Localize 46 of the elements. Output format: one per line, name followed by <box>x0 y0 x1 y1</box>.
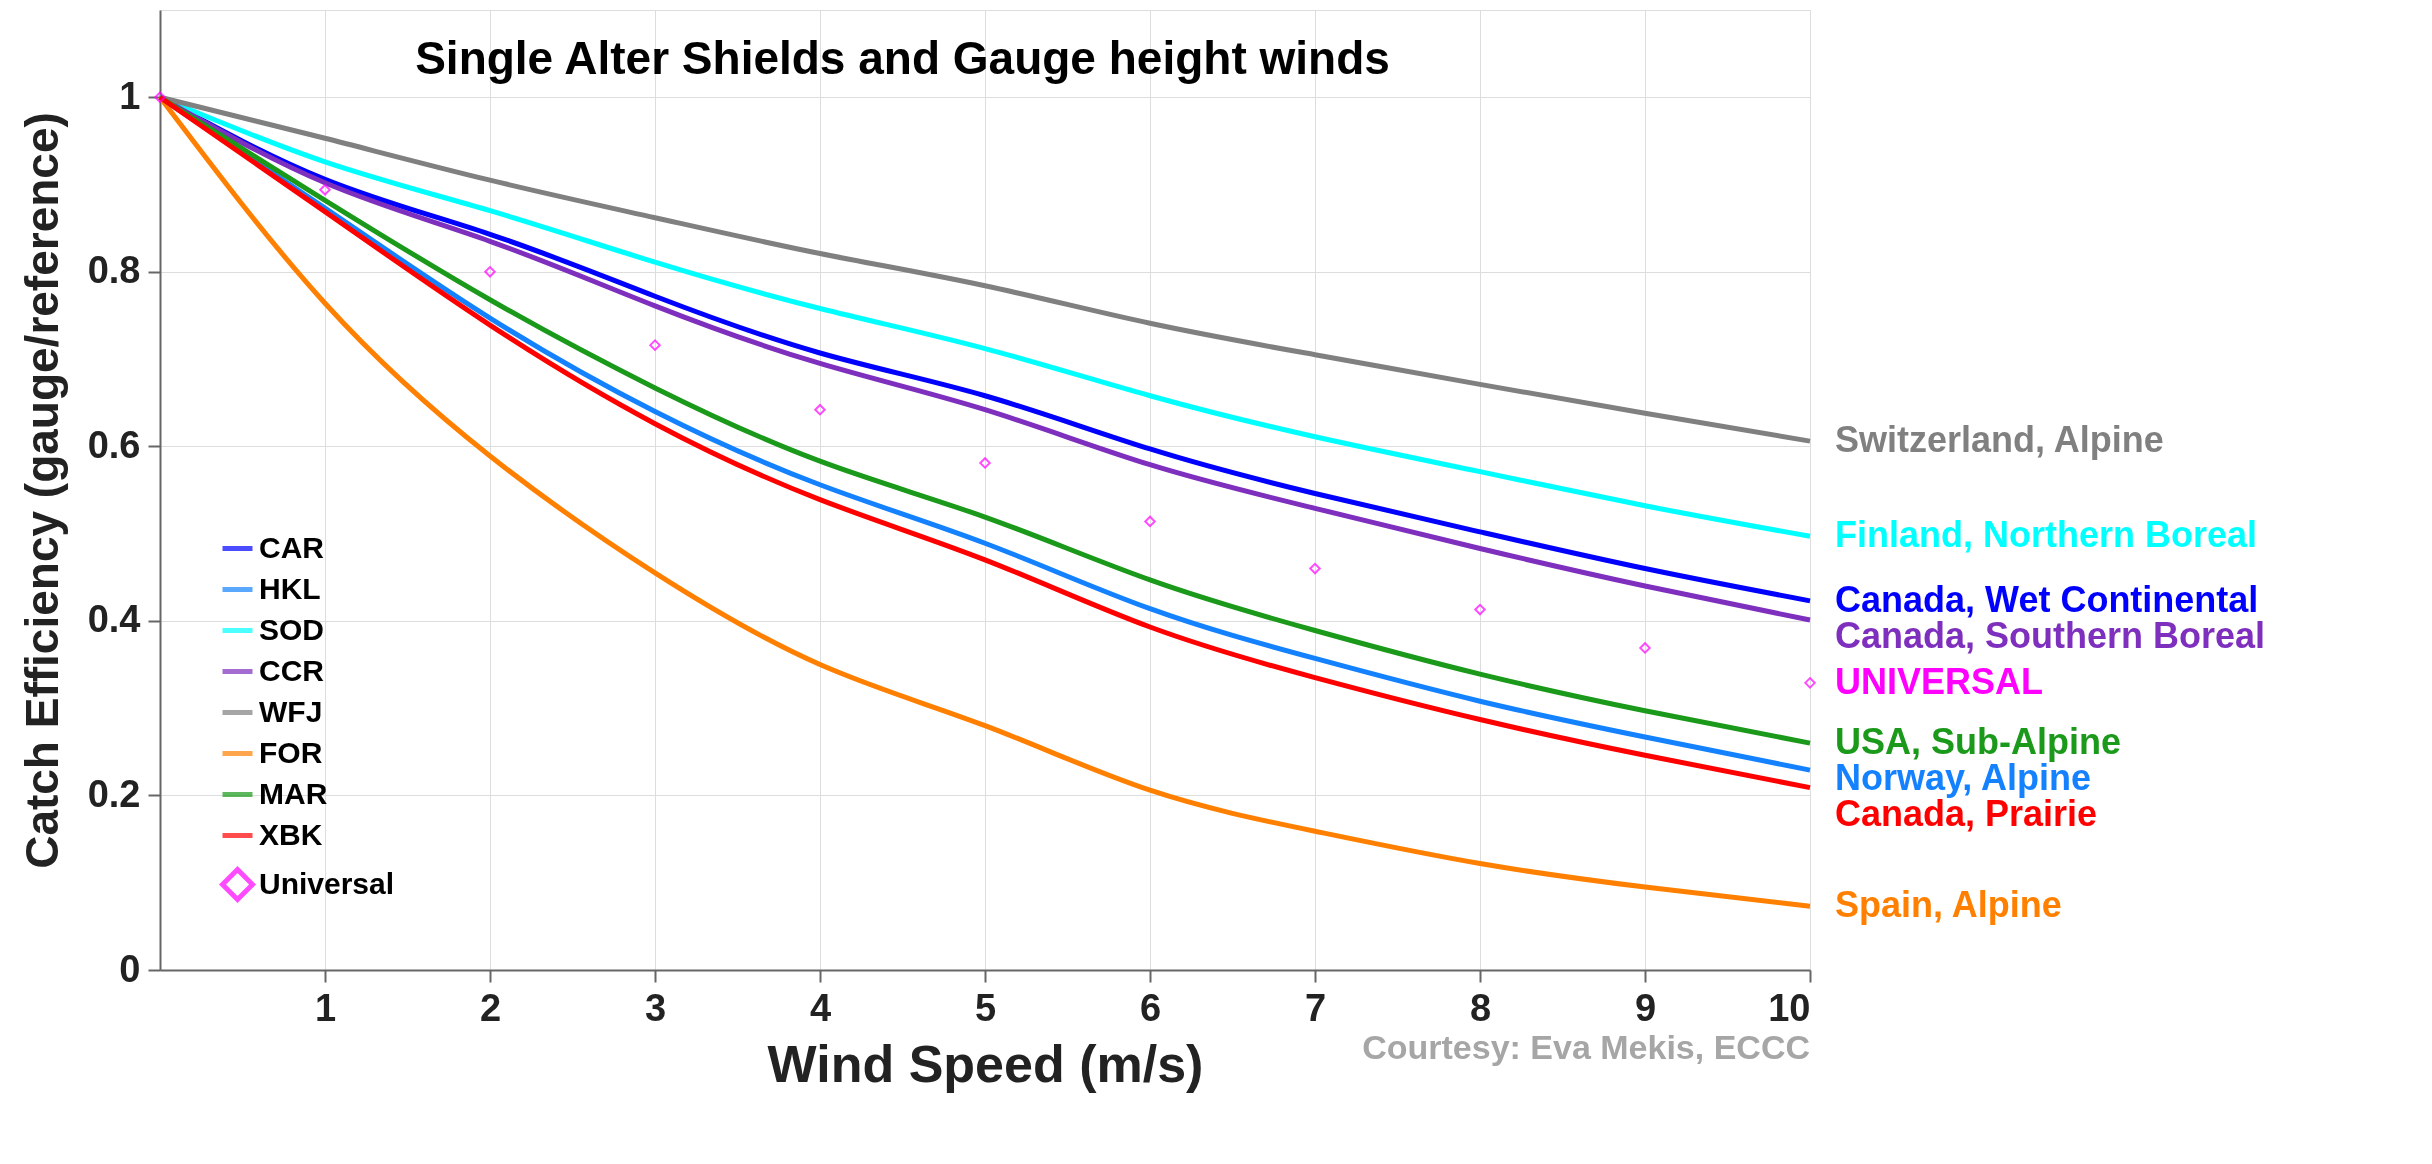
y-tick-label: 0.2 <box>87 772 141 815</box>
legend-label: CCR <box>259 653 325 687</box>
y-tick-label: 0.8 <box>87 249 141 292</box>
text: Canada, Wet Continental <box>1835 578 2259 620</box>
legend-label: SOD <box>259 612 325 646</box>
text: USA, Sub-Alpine <box>1835 721 2121 763</box>
x-tick-label: 6 <box>1139 986 1162 1029</box>
x-tick-label: 1 <box>314 986 337 1029</box>
point <box>154 91 166 104</box>
text: Switzerland, Alpine <box>1835 419 2164 461</box>
legend-label: MAR <box>259 776 328 810</box>
x-tick-label: 9 <box>1634 986 1657 1029</box>
y-tick-label: 0.4 <box>87 598 141 641</box>
point <box>979 457 991 469</box>
legend-label: CAR <box>259 530 325 564</box>
text: Spain, Alpine <box>1835 884 2062 926</box>
text: Courtesy: Eva Mekis, ECCC <box>1362 1028 1810 1066</box>
point <box>1804 677 1816 689</box>
legend-label: FOR <box>259 735 323 769</box>
legend-label: XBK <box>259 817 323 851</box>
legend-label: Universal <box>259 866 395 900</box>
point <box>319 184 331 196</box>
point <box>649 339 661 351</box>
text: Single Alter Shields and Gauge height winds <box>415 32 1390 84</box>
x-tick-label: 10 <box>1768 986 1811 1029</box>
point <box>814 403 826 416</box>
point <box>1639 642 1651 654</box>
y-tick-label: 0.6 <box>87 423 141 466</box>
y-axis-title: Catch Efficiency (gauge/reference) <box>15 112 68 869</box>
point <box>1144 515 1156 528</box>
x-tick-label: 3 <box>644 986 667 1029</box>
y-tick-label: 0 <box>119 947 141 990</box>
x-axis-title: Wind Speed (m/s) <box>767 1034 1204 1093</box>
text: UNIVERSAL <box>1835 660 2044 702</box>
x-tick-label: 5 <box>974 986 997 1029</box>
text: Finland, Northern Boreal <box>1835 514 2258 556</box>
x-tick-label: 7 <box>1304 986 1327 1029</box>
point <box>1309 562 1321 575</box>
legend-label: HKL <box>259 571 321 605</box>
y-tick-label: 1 <box>119 74 141 117</box>
legend-label: WFJ <box>259 694 323 728</box>
x-tick-label: 2 <box>479 986 502 1029</box>
point <box>1474 603 1486 616</box>
point <box>484 266 496 278</box>
x-tick-label: 8 <box>1469 986 1492 1029</box>
x-tick-label: 4 <box>809 986 832 1029</box>
